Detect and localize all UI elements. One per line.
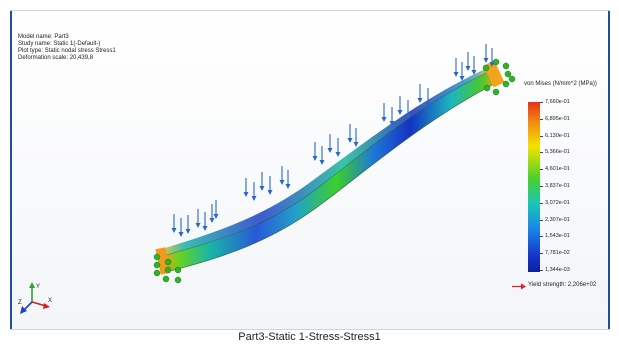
load-arrow-icon: [453, 58, 459, 77]
legend-tick-label: 6,895e-01: [540, 115, 570, 122]
load-arrow-icon: [389, 107, 395, 126]
graphics-area[interactable]: [10, 10, 610, 330]
deformation-scale-text: Deformation scale: 20,439,8: [18, 55, 94, 61]
load-arrow-icon: [405, 100, 411, 119]
load-arrow-icon: [259, 172, 265, 191]
load-arrow-icon: [335, 138, 341, 157]
legend-tick-label: 1,543e-01: [540, 233, 570, 240]
load-arrow-icon: [483, 44, 489, 63]
legend-tick-label: 6,130e-01: [540, 132, 570, 139]
legend-tick-label: 4,601e-01: [540, 166, 570, 173]
legend-title: von Mises (N/mm^2 (MPa)): [524, 81, 597, 87]
load-arrow-icon: [279, 166, 285, 185]
yield-arrow-icon: [512, 283, 526, 290]
load-arrow-icon: [195, 209, 201, 228]
load-arrow-icon: [471, 56, 477, 75]
legend-tick-label: 3,837e-01: [540, 183, 570, 189]
load-arrow-icon: [425, 88, 431, 107]
load-arrow-icon: [489, 48, 495, 67]
legend-tick-label: 7,781e-02: [540, 250, 570, 257]
load-arrow-icon: [185, 215, 191, 234]
load-arrow-icon: [353, 128, 359, 147]
load-arrow-icon: [209, 204, 215, 223]
load-arrow-icon: [459, 62, 465, 81]
axis-triad-icon[interactable]: Y X Z: [18, 280, 54, 316]
load-arrow-icon: [213, 200, 219, 219]
legend-tick-label: 1,344e-03: [540, 267, 570, 273]
yield-strength-label: Yield strength: 2,206e+02: [528, 282, 597, 288]
legend-tick-label: 7,660e-01: [540, 99, 570, 105]
model-name-text: Model name: Part3: [18, 34, 69, 40]
load-arrow-icon: [465, 52, 471, 71]
legend-tick-label: 3,072e-01: [540, 199, 570, 206]
load-arrow-icon: [397, 96, 403, 115]
legend-tick-label: 5,366e-01: [540, 149, 570, 156]
load-arrow-icon: [285, 170, 291, 189]
load-arrow-icon: [171, 214, 177, 233]
load-arrow-icon: [327, 134, 333, 153]
triad-y-label: Y: [36, 284, 40, 290]
load-arrow-icon: [319, 146, 325, 165]
load-arrow-icon: [312, 142, 318, 161]
load-arrow-icon: [178, 218, 184, 237]
triad-x-label: X: [48, 298, 52, 304]
load-arrow-icon: [202, 212, 208, 231]
load-arrow-icon: [251, 182, 257, 201]
load-arrow-icon: [381, 103, 387, 122]
legend-tick-label: 2,307e-01: [540, 216, 570, 223]
load-arrow-icon: [347, 124, 353, 143]
plot-type-text: Plot type: Static nodal stress Stress1: [18, 48, 116, 54]
load-arrow-icon: [243, 178, 249, 197]
plot-caption: Part3-Static 1-Stress-Stress1: [238, 331, 381, 343]
study-info: Model name: Part3 Study name: Static 1(-…: [18, 34, 116, 62]
load-arrow-icon: [267, 176, 273, 195]
beam-top-face: [158, 64, 496, 256]
stress-colorbar: [528, 102, 540, 272]
study-name-text: Study name: Static 1(-Default-): [18, 41, 101, 47]
load-arrow-icon: [417, 84, 423, 103]
triad-z-label: Z: [18, 300, 22, 306]
